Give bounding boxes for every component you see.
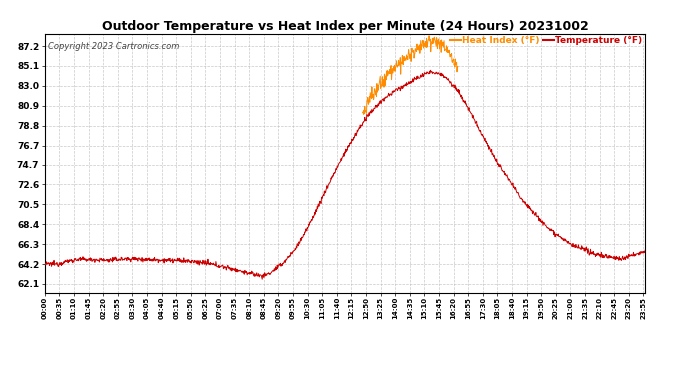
Text: Copyright 2023 Cartronics.com: Copyright 2023 Cartronics.com: [48, 42, 179, 51]
Legend: Heat Index (°F), Temperature (°F): Heat Index (°F), Temperature (°F): [450, 36, 642, 45]
Title: Outdoor Temperature vs Heat Index per Minute (24 Hours) 20231002: Outdoor Temperature vs Heat Index per Mi…: [101, 20, 589, 33]
